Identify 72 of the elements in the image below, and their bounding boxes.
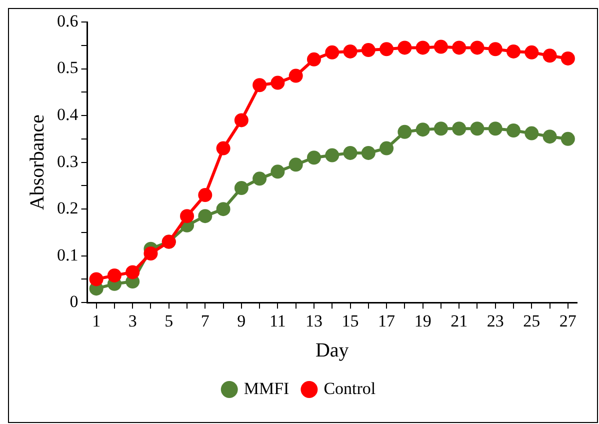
x-tick-label: 11 xyxy=(270,311,286,330)
point xyxy=(288,158,303,172)
y-tick-label: 0.4 xyxy=(57,105,79,124)
point xyxy=(380,42,394,56)
point xyxy=(506,44,521,58)
point xyxy=(398,124,412,139)
x-tick-label: 9 xyxy=(237,311,246,330)
x-tick-label: 13 xyxy=(305,311,322,330)
y-tick-label: 0.2 xyxy=(57,198,78,218)
point xyxy=(325,148,340,162)
y-tick-label: 0.5 xyxy=(57,58,78,78)
point xyxy=(416,40,430,55)
point xyxy=(416,122,430,137)
x-tick-label: 25 xyxy=(523,311,540,330)
x-tick-label: 27 xyxy=(559,311,577,330)
point xyxy=(452,40,466,55)
x-tick-label: 1 xyxy=(92,311,101,330)
point xyxy=(216,141,230,156)
legend-label: MMFI xyxy=(244,378,290,398)
point xyxy=(288,68,303,83)
point xyxy=(144,246,158,260)
x-tick-label: 19 xyxy=(414,311,432,330)
x-tick-label: 23 xyxy=(486,311,504,330)
point xyxy=(470,40,484,55)
point xyxy=(488,42,502,56)
point xyxy=(434,122,448,136)
point xyxy=(524,45,539,60)
y-tick-label: 0 xyxy=(70,292,78,312)
point xyxy=(542,48,557,63)
x-tick-label: 17 xyxy=(378,311,396,330)
x-tick-label: 3 xyxy=(128,311,137,330)
point xyxy=(198,209,212,224)
point xyxy=(126,265,140,280)
point xyxy=(560,51,575,66)
legend-label: Control xyxy=(324,378,376,398)
point xyxy=(398,40,412,55)
point xyxy=(252,172,267,186)
y-tick-label: 0.6 xyxy=(57,11,78,30)
point xyxy=(560,132,575,146)
y-tick-label: 0.1 xyxy=(57,245,78,264)
point xyxy=(524,126,539,140)
point xyxy=(252,78,267,92)
point xyxy=(89,272,104,286)
point xyxy=(380,141,394,156)
point xyxy=(270,164,285,179)
x-tick-label: 5 xyxy=(164,311,174,330)
point xyxy=(343,44,358,58)
point xyxy=(343,146,358,160)
point xyxy=(180,209,194,224)
point xyxy=(488,122,502,136)
point xyxy=(306,52,321,66)
x-tick-label: 21 xyxy=(450,311,468,330)
point xyxy=(361,43,376,58)
point xyxy=(306,150,321,165)
point xyxy=(198,188,212,202)
point xyxy=(234,181,248,196)
point xyxy=(506,124,521,138)
point xyxy=(452,122,466,136)
point xyxy=(234,113,248,128)
point xyxy=(270,76,285,90)
point xyxy=(434,40,448,54)
point xyxy=(470,122,484,136)
point xyxy=(542,130,557,144)
y-axis-title: Absorbance xyxy=(26,114,48,210)
point xyxy=(325,45,340,60)
x-tick-label: 7 xyxy=(200,311,210,330)
point xyxy=(361,146,376,160)
y-tick-label: 0.3 xyxy=(57,152,78,171)
point xyxy=(216,202,230,216)
x-axis-title: Day xyxy=(315,339,349,362)
point xyxy=(107,268,122,282)
x-tick-label: 15 xyxy=(342,311,359,330)
